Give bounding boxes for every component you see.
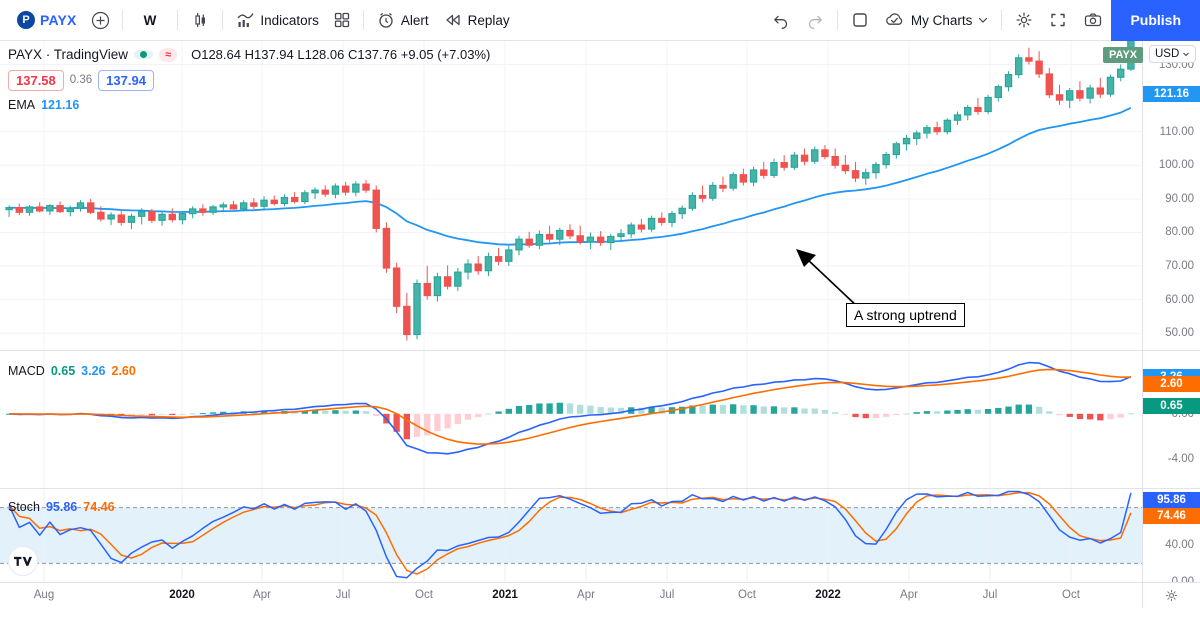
macd-plot[interactable]: MACD 0.65 3.26 2.60 [0, 351, 1142, 488]
plus-circle-icon [91, 11, 110, 30]
annotation-label[interactable]: A strong uptrend [846, 303, 965, 327]
indicators-label: Indicators [260, 12, 319, 28]
fullscreen-button[interactable] [1041, 5, 1075, 35]
time-axis-tick: 2020 [169, 589, 195, 601]
time-axis-tick: Aug [33, 589, 55, 601]
alarm-clock-icon [376, 10, 396, 30]
chart-body: PAYX · TradingView ≈ O128.64 H137.94 L12… [0, 41, 1200, 624]
snapshot-button[interactable] [1075, 5, 1111, 35]
price-pane: PAYX · TradingView ≈ O128.64 H137.94 L12… [0, 41, 1200, 351]
undo-button[interactable] [764, 5, 798, 35]
redo-icon [805, 10, 825, 30]
stoch-d-badge: 74.46 [1143, 508, 1200, 524]
time-axis-tick: Jul [335, 589, 351, 601]
replay-label: Replay [467, 12, 510, 28]
tradingview-logo-icon [13, 556, 32, 566]
time-axis-tick: 2022 [815, 589, 841, 601]
chart-style-button[interactable] [183, 5, 217, 35]
price-axis-tick: 100.00 [1158, 159, 1194, 172]
fullscreen-icon [1048, 10, 1068, 30]
my-charts-button[interactable]: My Charts [877, 5, 997, 35]
macd-axis-tick: -4.00 [1167, 453, 1194, 466]
chevron-down-icon [1183, 52, 1190, 57]
gear-icon [1165, 589, 1178, 602]
layouts-grid-icon [333, 11, 351, 29]
time-axis-tick: Oct [1062, 589, 1080, 601]
symbol-price-tag: PAYX [1103, 47, 1144, 63]
chart-settings-button[interactable] [1007, 5, 1041, 35]
toolbar-divider [177, 10, 179, 30]
price-candlestick-svg [0, 41, 1142, 350]
add-symbol-button[interactable] [84, 5, 117, 35]
macd-hist-badge: 0.65 [1143, 398, 1200, 415]
time-axis-settings-button[interactable] [1142, 583, 1200, 608]
macd-axis[interactable]: 0.00-4.003.262.600.65 [1142, 351, 1200, 488]
chevron-down-icon [977, 14, 989, 26]
stoch-axis-tick: 40.00 [1165, 538, 1194, 551]
toolbar-divider [836, 10, 838, 30]
price-axis[interactable]: PAYX USD 130.00 110.00 100.00 90.00 80.00 70.… [1103, 41, 1200, 350]
alert-label: Alert [400, 12, 429, 28]
symbol-search-button[interactable]: P PAYX [10, 5, 84, 35]
cloud-check-icon [884, 10, 906, 30]
time-axis-tick: 2021 [492, 589, 518, 601]
gear-icon [1014, 10, 1034, 30]
toolbar-divider [362, 10, 364, 30]
indicators-icon [235, 10, 255, 30]
alert-button[interactable]: Alert [369, 5, 436, 35]
time-axis-tick: Apr [253, 589, 271, 601]
toolbar-divider [222, 10, 224, 30]
publish-button[interactable]: Publish [1111, 0, 1200, 41]
toolbar-divider [121, 10, 123, 30]
symbol-logo-icon: P [17, 11, 35, 29]
replay-icon [443, 10, 463, 30]
top-toolbar: P PAYX W [0, 0, 1200, 41]
candlestick-icon [190, 10, 210, 30]
time-axis-tick: Apr [900, 589, 918, 601]
ema-price-badge: 121.16 [1143, 86, 1200, 103]
price-axis-tick: 110.00 [1159, 125, 1194, 138]
symbol-label: PAYX [40, 12, 77, 28]
price-axis-tick: 90.00 [1165, 192, 1194, 205]
time-axis[interactable]: Aug 2020 Apr Jul Oct 2021 Apr Jul Oct 2022 Apr Jul O… [0, 582, 1200, 608]
macd-pane: MACD 0.65 3.26 2.60 0.00-4.003.262.600.6… [0, 351, 1200, 489]
currency-selector[interactable]: USD [1149, 45, 1197, 63]
camera-icon [1082, 10, 1104, 30]
time-axis-tick: Jul [982, 589, 998, 601]
redo-button[interactable] [798, 5, 832, 35]
time-tick-container: Aug 2020 Apr Jul Oct 2021 Apr Jul Oct 2022 Apr Jul O… [0, 583, 1142, 608]
stoch-svg [0, 489, 1142, 582]
macd-signal-badge: 2.60 [1143, 376, 1200, 393]
time-axis-tick: Oct [738, 589, 756, 601]
currency-label: USD [1155, 48, 1180, 60]
time-axis-tick: Jul [659, 589, 675, 601]
price-axis-tick: 70.00 [1165, 260, 1194, 273]
time-axis-tick: Apr [577, 589, 595, 601]
time-axis-tick: Oct [415, 589, 433, 601]
price-axis-tick: 60.00 [1165, 293, 1194, 306]
macd-svg [5, 351, 1135, 488]
price-plot[interactable]: PAYX · TradingView ≈ O128.64 H137.94 L12… [0, 41, 1142, 350]
undo-icon [771, 10, 791, 30]
interval-button[interactable]: W [128, 5, 173, 35]
save-square-icon [850, 10, 870, 30]
layouts-button[interactable] [326, 5, 358, 35]
toolbar-divider [1001, 10, 1003, 30]
tradingview-watermark [8, 546, 38, 576]
stoch-k-badge: 95.86 [1143, 492, 1200, 508]
price-axis-tick: 80.00 [1165, 226, 1194, 239]
save-button[interactable] [843, 5, 877, 35]
stoch-plot[interactable]: Stoch 95.86 74.46 [0, 489, 1142, 582]
interval-label: W [143, 12, 157, 28]
my-charts-label: My Charts [910, 12, 973, 28]
price-axis-tick: 50.00 [1165, 327, 1194, 340]
replay-button[interactable]: Replay [436, 5, 517, 35]
indicators-button[interactable]: Indicators [228, 5, 326, 35]
